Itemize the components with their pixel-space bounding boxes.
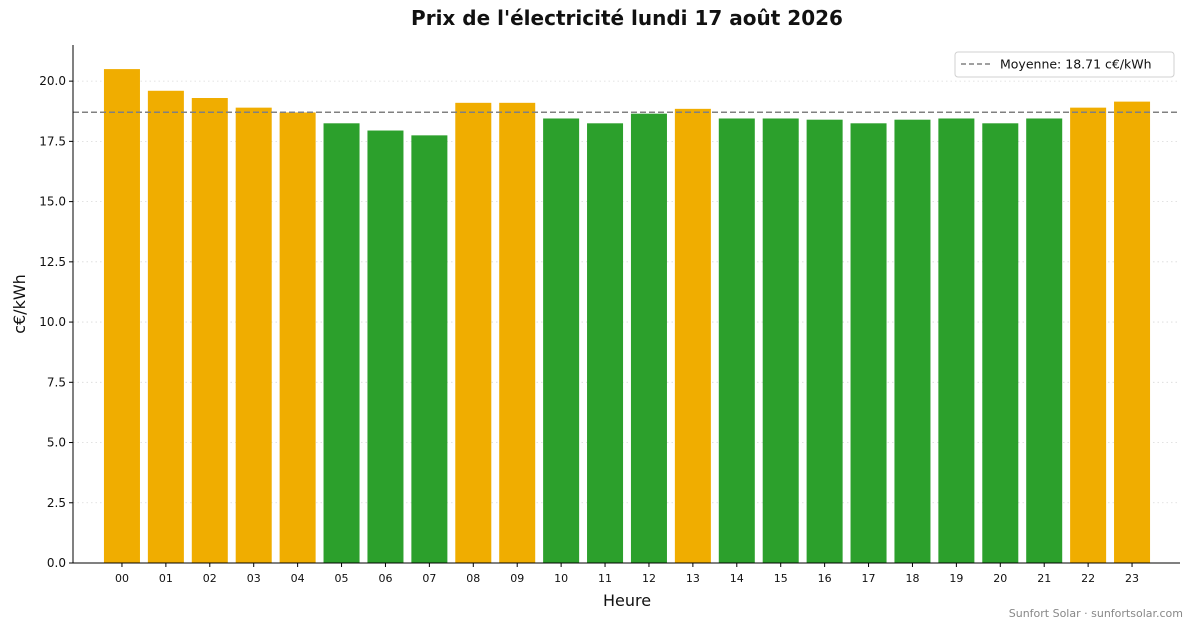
bar-13 (674, 108, 711, 564)
bar-04 (279, 112, 316, 564)
bar-03 (235, 107, 272, 564)
x-tick-label-15: 15 (774, 572, 788, 585)
bar-02 (191, 98, 228, 564)
bar-14 (718, 118, 755, 564)
x-tick-label-22: 22 (1081, 572, 1095, 585)
x-tick-label-12: 12 (642, 572, 656, 585)
x-tick-label-08: 08 (466, 572, 480, 585)
bar-19 (938, 118, 975, 564)
bar-16 (806, 119, 843, 564)
y-tick-label: 17.5 (39, 134, 66, 148)
x-tick-label-13: 13 (686, 572, 700, 585)
x-tick-label-09: 09 (510, 572, 524, 585)
x-tick-label-14: 14 (730, 572, 744, 585)
y-tick-label: 2.5 (47, 496, 66, 510)
x-axis-label: Heure (603, 591, 651, 610)
y-tick-label: 5.0 (47, 436, 66, 450)
legend-box (954, 51, 1175, 78)
bar-08 (455, 102, 492, 564)
y-tick-label: 0.0 (47, 556, 66, 570)
y-ticks: 0.0 2.5 5.0 7.5 10.0 12.5 15.0 17.5 20.0 (39, 74, 73, 570)
x-tick-label-05: 05 (335, 572, 349, 585)
y-tick-label: 20.0 (39, 74, 66, 88)
x-tick-label-20: 20 (993, 572, 1007, 585)
x-tick-label-18: 18 (905, 572, 919, 585)
x-tick-label-11: 11 (598, 572, 612, 585)
legend: Moyenne: 18.71 c€/kWh (954, 51, 1175, 78)
bar-07 (411, 135, 448, 564)
x-tick-label-07: 07 (422, 572, 436, 585)
bar-11 (587, 123, 624, 564)
bar-10 (543, 118, 580, 564)
x-tick-label-06: 06 (378, 572, 392, 585)
bar-23 (1114, 101, 1151, 564)
y-tick-label: 15.0 (39, 195, 66, 209)
bar-05 (323, 123, 360, 564)
bar-01 (147, 90, 184, 564)
bar-15 (762, 118, 799, 564)
bar-12 (630, 113, 667, 564)
x-tick-label-04: 04 (291, 572, 305, 585)
legend-average-label: Moyenne: 18.71 c€/kWh (1000, 57, 1152, 72)
x-ticks: 00 01 02 03 04 05 06 07 08 09 10 11 12 13 14 15 16 17 18 19… (115, 563, 1139, 585)
chart-title: Prix de l'électricité lundi 17 août 2026 (411, 6, 843, 30)
y-tick-label: 7.5 (47, 375, 66, 389)
credit-text: Sunfort Solar · sunfortsolar.com (1009, 607, 1183, 620)
y-tick-label: 12.5 (39, 255, 66, 269)
x-tick-label-23: 23 (1125, 572, 1139, 585)
x-tick-label-21: 21 (1037, 572, 1051, 585)
x-tick-label-17: 17 (862, 572, 876, 585)
x-tick-label-02: 02 (203, 572, 217, 585)
bar-00 (103, 69, 140, 564)
x-tick-label-19: 19 (949, 572, 963, 585)
y-tick-label: 10.0 (39, 315, 66, 329)
x-tick-label-10: 10 (554, 572, 568, 585)
bar-22 (1070, 107, 1107, 564)
x-tick-label-16: 16 (818, 572, 832, 585)
bar-17 (850, 123, 887, 564)
bar-20 (982, 123, 1019, 564)
x-tick-label-01: 01 (159, 572, 173, 585)
bar-06 (367, 130, 404, 564)
x-tick-label-00: 00 (115, 572, 129, 585)
bars-group (103, 69, 1151, 564)
y-axis-label: c€/kWh (10, 274, 29, 334)
bar-09 (499, 102, 536, 564)
bar-21 (1026, 118, 1063, 564)
x-tick-label-03: 03 (247, 572, 261, 585)
bar-18 (894, 119, 931, 564)
